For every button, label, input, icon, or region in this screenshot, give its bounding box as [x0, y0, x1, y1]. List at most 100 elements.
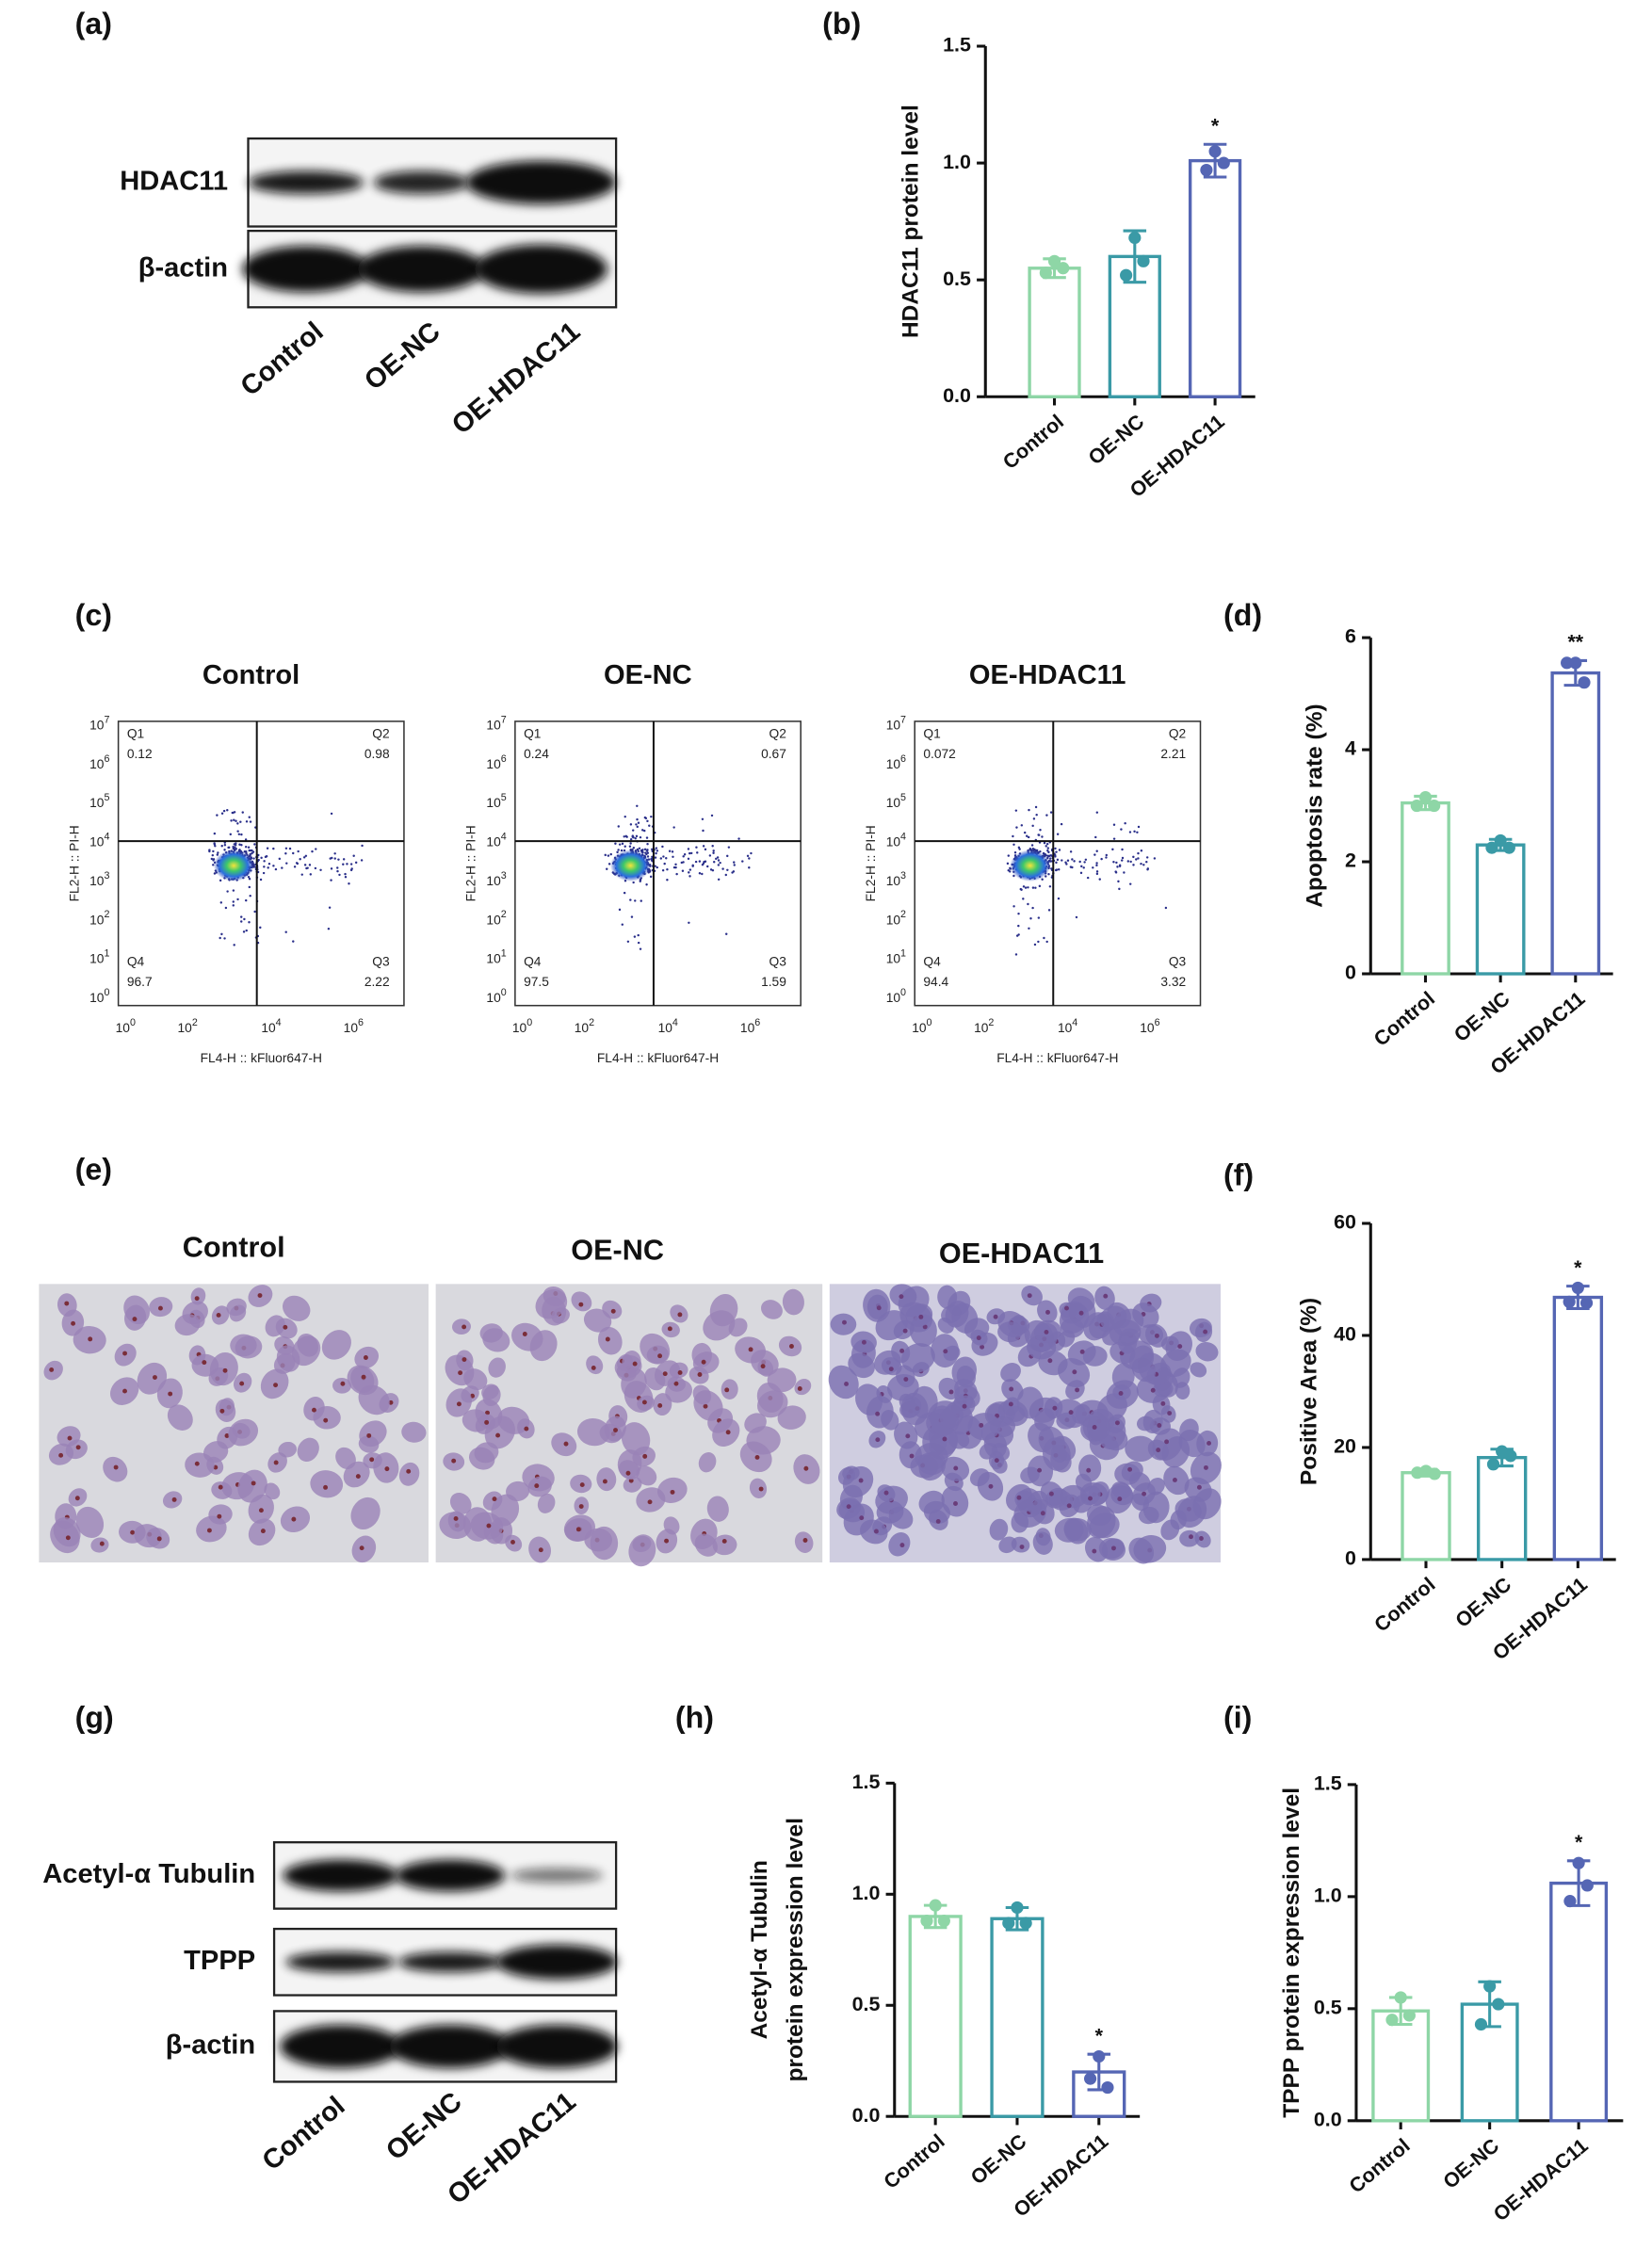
y-tick-label: 103 [89, 870, 109, 888]
x-tick-label: OE-NC [1450, 987, 1514, 1046]
event-dot [1031, 824, 1034, 828]
event-dot [1013, 850, 1017, 854]
cell [1195, 1341, 1219, 1362]
stain [721, 1538, 727, 1544]
cell [1050, 1444, 1067, 1464]
event-dot [235, 842, 237, 845]
cell [1000, 1362, 1021, 1383]
event-dot [1153, 857, 1157, 860]
stain [758, 1486, 764, 1492]
x-tick-label: OE-HDAC11 [1489, 2134, 1592, 2225]
cell [866, 1396, 894, 1429]
stain [222, 1367, 228, 1373]
stain [647, 1499, 653, 1505]
y-tick-label: 0.0 [1314, 2108, 1342, 2130]
event-dot [637, 941, 640, 945]
cell [359, 1420, 387, 1448]
event-dot [1019, 887, 1023, 891]
event-dot [632, 847, 636, 849]
tick-base: 10 [344, 1021, 359, 1035]
tick-base: 10 [486, 951, 501, 965]
tick-exponent: 7 [501, 714, 507, 725]
data-point [1563, 1895, 1577, 1908]
quadrant-value: 0.072 [923, 747, 955, 761]
quadrant-value: 0.12 [127, 747, 153, 761]
band [397, 1951, 503, 1973]
tick-base: 10 [1058, 1021, 1073, 1035]
tick-exponent: 4 [672, 1017, 678, 1028]
cell [848, 1352, 875, 1379]
event-dot [711, 868, 715, 872]
event-dot [252, 857, 255, 860]
event-dot [654, 865, 656, 867]
tick-exponent: 6 [900, 753, 906, 765]
event-dot [1038, 884, 1042, 888]
tick-exponent: 0 [104, 987, 109, 998]
plot-title: OE-NC [604, 660, 692, 690]
stain [273, 1460, 279, 1465]
event-dot [1012, 905, 1015, 908]
stain [625, 1470, 631, 1476]
stain [575, 1527, 581, 1532]
event-dot [701, 863, 705, 866]
event-dot [251, 850, 255, 853]
event-dot [710, 814, 714, 817]
event-dot [1075, 915, 1078, 919]
stain [71, 1320, 76, 1326]
stain [909, 1453, 915, 1459]
event-dot [666, 867, 669, 871]
cell [511, 1322, 543, 1351]
event-dot [628, 845, 632, 848]
y-tick-label: 105 [89, 792, 109, 810]
data-point [1485, 841, 1498, 854]
event-dot [352, 854, 355, 857]
event-dot [1116, 866, 1119, 868]
quadrant-value: 0.67 [761, 747, 786, 761]
panel-letter: (f) [1223, 1157, 1254, 1191]
stain [122, 1351, 128, 1356]
tick-base: 10 [486, 718, 501, 732]
event-dot [1055, 850, 1058, 853]
cell [1099, 1305, 1127, 1330]
stain [677, 1312, 683, 1318]
event-dot [687, 848, 690, 850]
event-dot [1061, 859, 1063, 862]
event-dot [248, 921, 251, 924]
event-dot [1069, 850, 1073, 853]
event-dot [1117, 880, 1120, 883]
stain [216, 1313, 221, 1318]
stain [122, 1388, 127, 1394]
event-dot [1111, 848, 1114, 851]
cell [1038, 1351, 1068, 1376]
cell [75, 1506, 105, 1539]
y-tick-label: 1.0 [943, 151, 971, 173]
stain [875, 1437, 881, 1443]
stain [1164, 1439, 1170, 1445]
data-point [1569, 656, 1582, 670]
tick-exponent: 0 [900, 987, 906, 998]
cell [698, 1452, 717, 1473]
event-dot [1017, 924, 1020, 928]
quadrant-name: Q3 [372, 954, 390, 968]
cell [228, 1418, 259, 1447]
event-dot [1071, 858, 1074, 861]
stain [485, 1410, 490, 1416]
band [285, 1951, 396, 1973]
event-dot [1079, 871, 1083, 875]
event-dot [1049, 811, 1053, 814]
data-point [1580, 1879, 1594, 1892]
tick-exponent: 5 [900, 792, 906, 803]
event-dot [226, 890, 229, 893]
tick-base: 10 [886, 757, 901, 771]
event-dot [1039, 828, 1042, 832]
event-dot [333, 857, 336, 860]
stain [88, 1336, 93, 1342]
stain [458, 1370, 463, 1376]
event-dot [1094, 835, 1097, 839]
stain [1167, 1411, 1173, 1416]
cell [482, 1384, 501, 1407]
event-dot [672, 826, 675, 829]
y-tick-label: 1.5 [852, 1771, 881, 1793]
cell [571, 1291, 592, 1312]
event-dot [698, 872, 702, 875]
